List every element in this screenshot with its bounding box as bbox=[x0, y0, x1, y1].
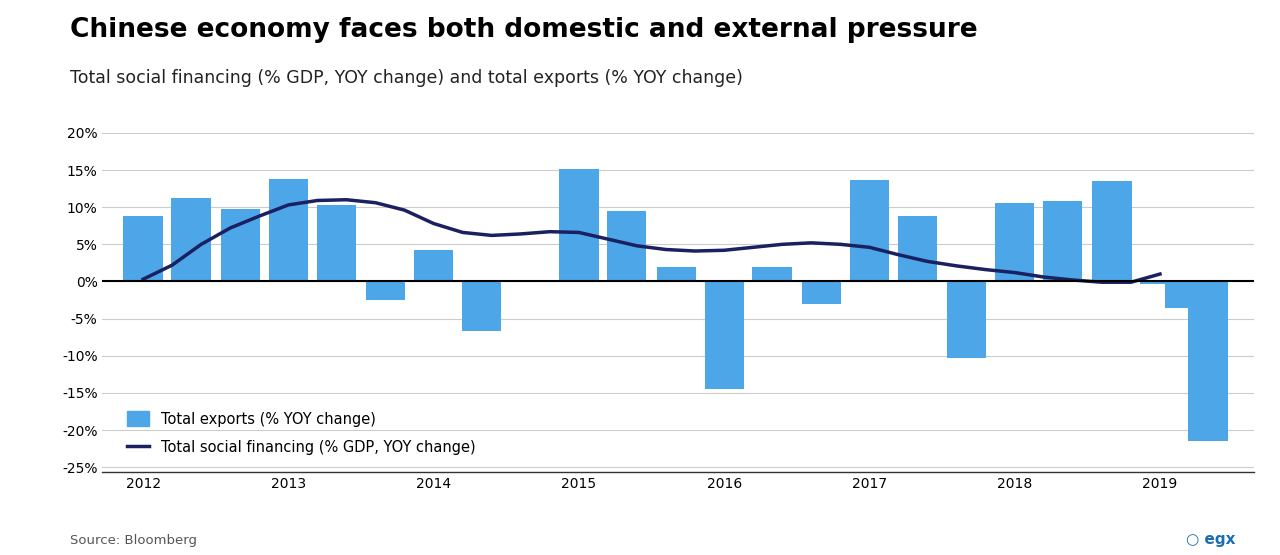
Bar bbox=[801, 281, 841, 304]
Text: Total social financing (% GDP, YOY change) and total exports (% YOY change): Total social financing (% GDP, YOY chang… bbox=[70, 69, 744, 87]
Bar bbox=[172, 198, 211, 281]
Bar bbox=[947, 281, 987, 358]
Bar bbox=[1140, 281, 1180, 285]
Bar bbox=[123, 216, 163, 281]
Bar bbox=[1188, 281, 1228, 441]
Bar bbox=[1165, 281, 1204, 307]
Bar bbox=[462, 281, 502, 331]
Bar bbox=[316, 205, 356, 281]
Bar bbox=[413, 250, 453, 281]
Text: Chinese economy faces both domestic and external pressure: Chinese economy faces both domestic and … bbox=[70, 17, 978, 43]
Bar bbox=[704, 281, 744, 389]
Text: Source: Bloomberg: Source: Bloomberg bbox=[70, 534, 197, 547]
Bar bbox=[850, 180, 890, 281]
Bar bbox=[366, 281, 406, 300]
Bar bbox=[897, 216, 937, 281]
Bar bbox=[995, 203, 1034, 281]
Text: ○ egx: ○ egx bbox=[1185, 532, 1235, 547]
Bar bbox=[1092, 181, 1132, 281]
Bar bbox=[753, 266, 792, 281]
Bar bbox=[559, 169, 599, 281]
Bar bbox=[607, 211, 646, 281]
Bar bbox=[269, 179, 308, 281]
Bar bbox=[220, 209, 260, 281]
Legend: Total exports (% YOY change), Total social financing (% GDP, YOY change): Total exports (% YOY change), Total soci… bbox=[122, 406, 481, 461]
Bar bbox=[657, 266, 696, 281]
Bar bbox=[511, 281, 550, 282]
Bar bbox=[1043, 201, 1083, 281]
